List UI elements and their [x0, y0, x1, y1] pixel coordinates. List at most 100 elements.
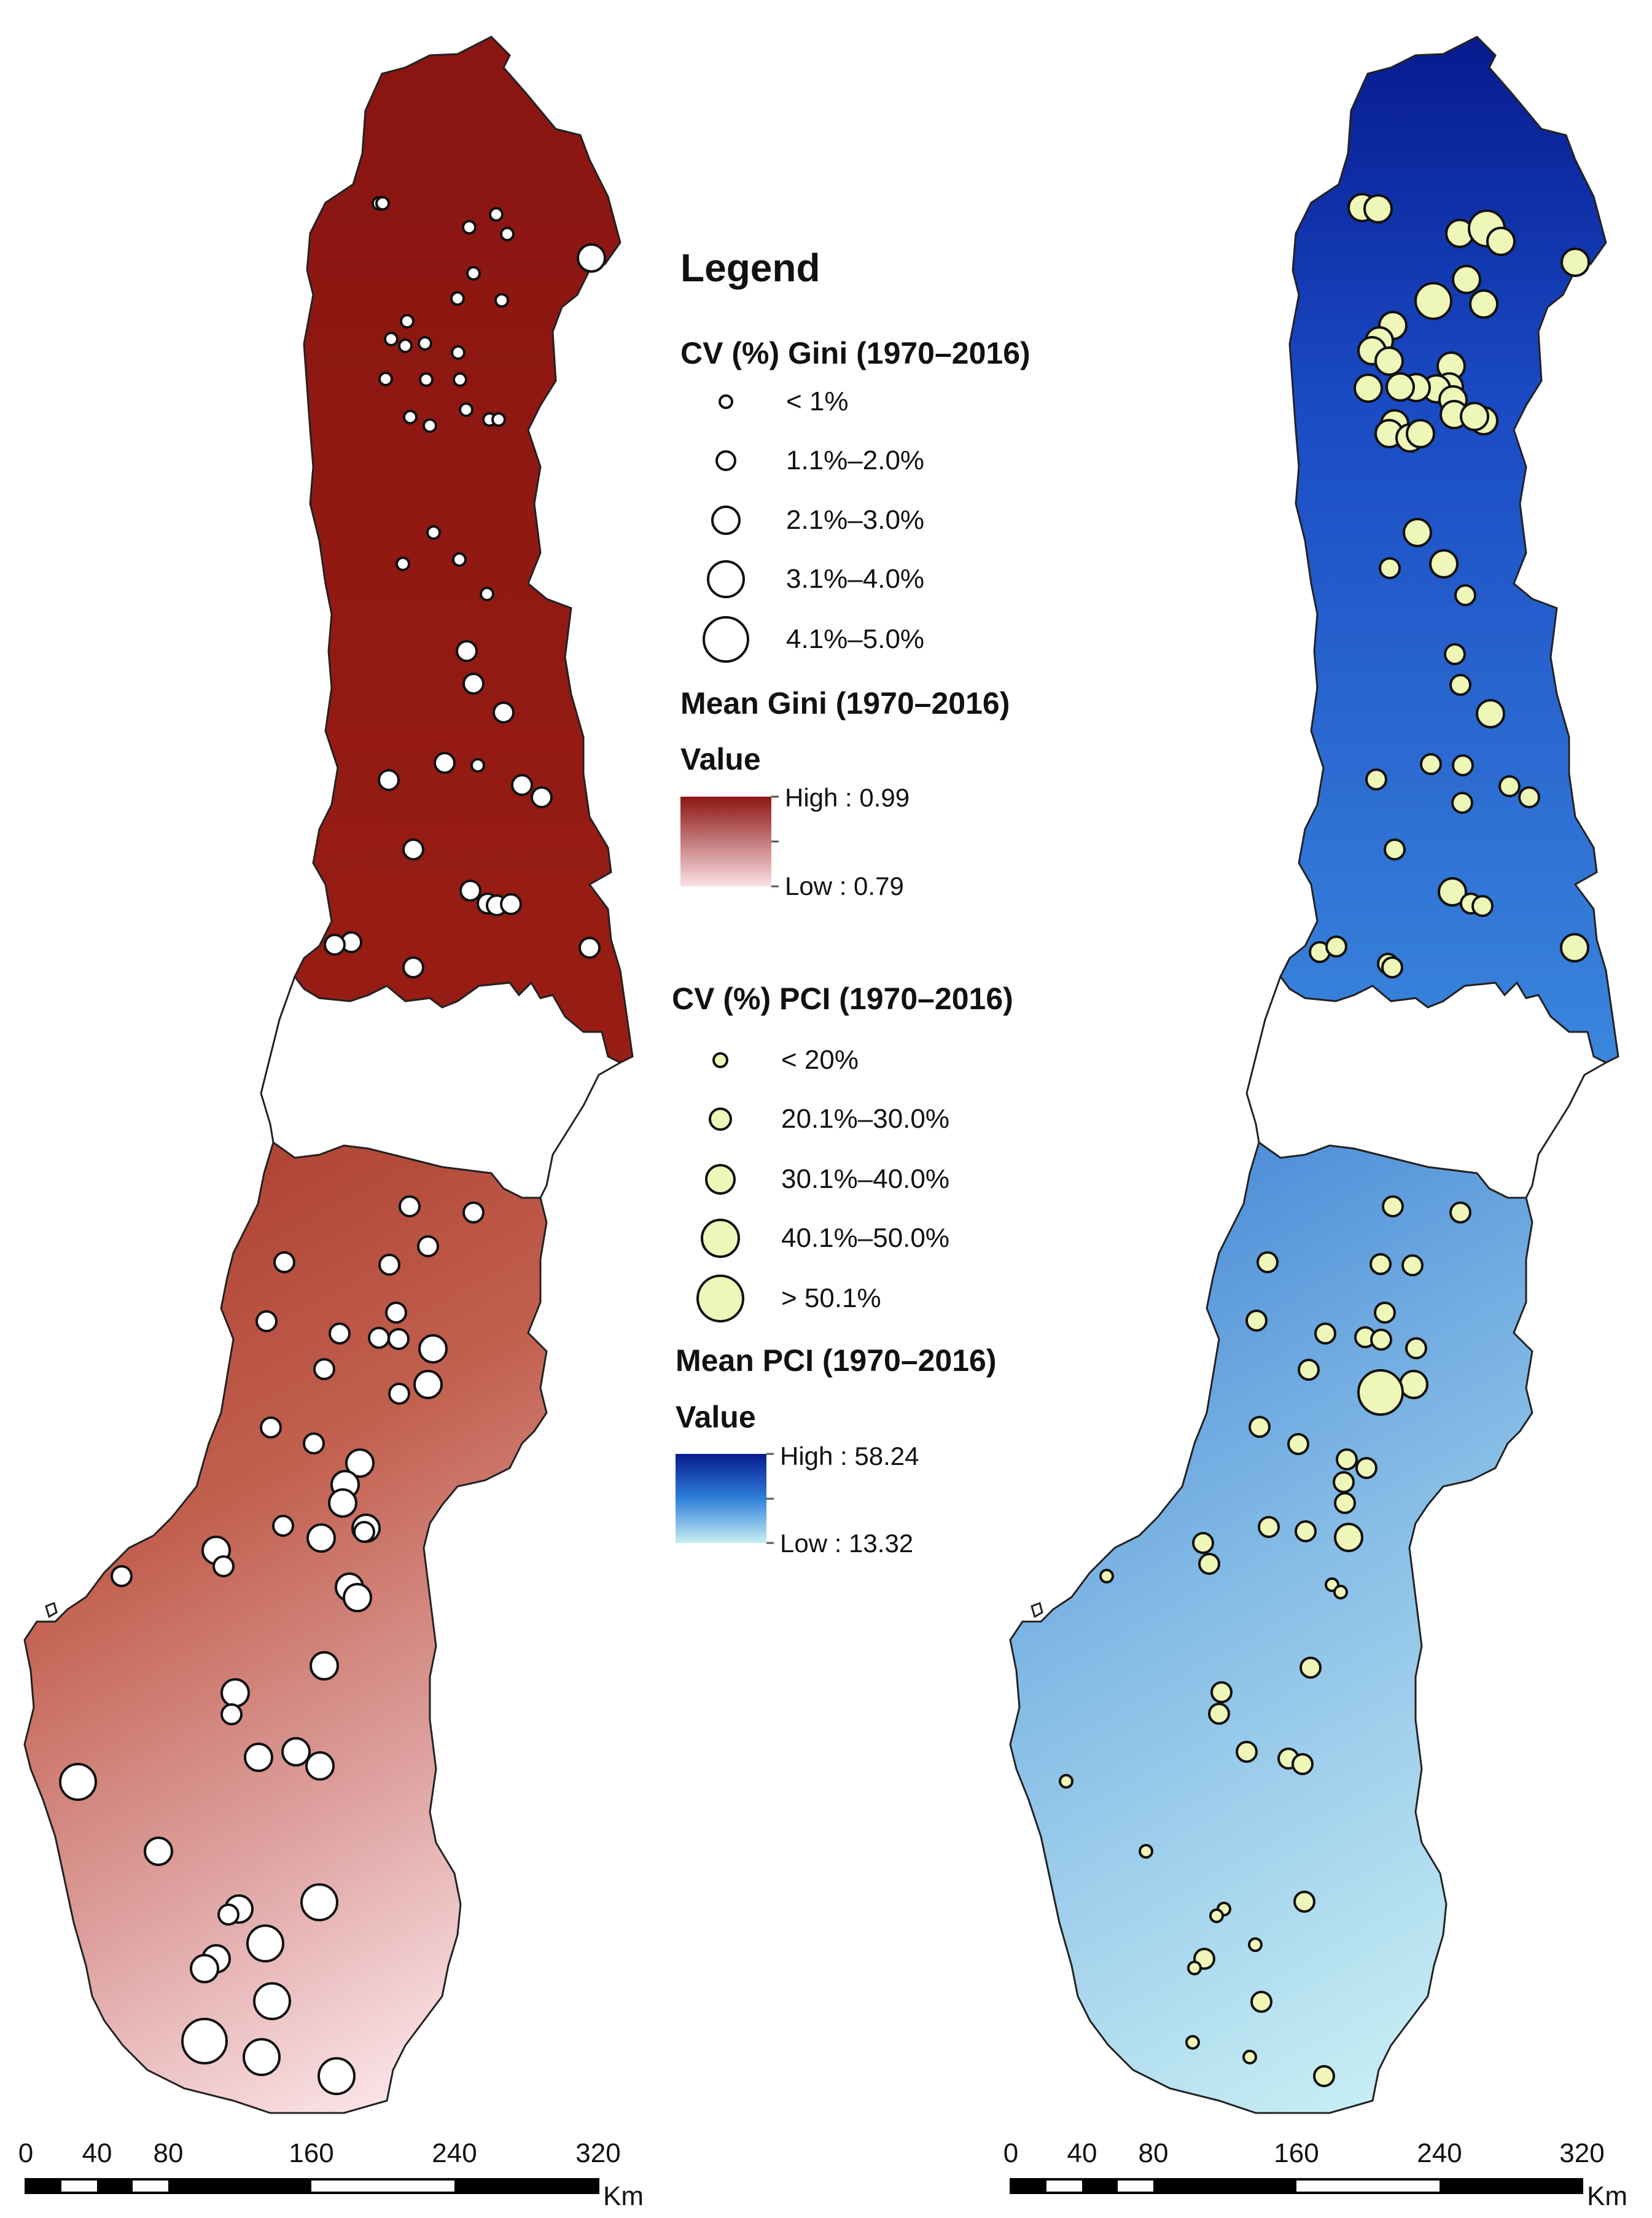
- pci-station-28: [1403, 518, 1432, 547]
- gini-station-48: [378, 1254, 400, 1276]
- gini-cv-symbol-2: [715, 450, 736, 471]
- gini-station-9: [494, 293, 509, 308]
- legend: Legend CV (%) Gini (1970–2016) < 1% 1.1%…: [672, 246, 1031, 1558]
- gini-station-87: [181, 2018, 228, 2064]
- gini-station-80: [300, 1883, 338, 1921]
- gini-station-14: [451, 345, 466, 360]
- scalebar-right-tick-320: 320: [1559, 2138, 1604, 2168]
- scalebar-left-seg-2: [97, 2179, 133, 2193]
- pci-station-32: [1444, 643, 1466, 665]
- gini-station-83: [246, 1924, 284, 1962]
- gini-mean-title: Mean Gini (1970–2016): [680, 686, 1010, 720]
- pci-station-88: [1209, 1908, 1224, 1923]
- gini-station-59: [303, 1432, 325, 1455]
- gini-station-11: [384, 332, 399, 346]
- legend-title: Legend: [680, 246, 820, 290]
- pci-station-71: [1334, 1523, 1363, 1552]
- pci-station-9: [1469, 289, 1498, 319]
- scalebar-right-seg-4: [1440, 2179, 1582, 2193]
- pci-station-52: [1257, 1251, 1279, 1273]
- gini-station-13: [418, 336, 432, 351]
- gini-island: [45, 1602, 58, 1619]
- gini-station-24: [395, 556, 410, 571]
- pci-cv-symbol-1: [712, 1052, 728, 1068]
- scalebar-left-tick-80: 80: [154, 2138, 184, 2168]
- gini-station-23: [426, 525, 441, 540]
- pci-station-49: [1560, 933, 1589, 963]
- scalebar-left-tick-40: 40: [82, 2138, 112, 2168]
- gini-station-43: [579, 937, 601, 959]
- pci-station-8: [1414, 282, 1452, 320]
- pci-station-37: [1452, 754, 1474, 776]
- pci-station-89: [1248, 1937, 1263, 1952]
- gini-station-18: [403, 410, 418, 424]
- gini-station-75: [281, 1737, 311, 1767]
- gini-station-41: [324, 934, 346, 956]
- scalebar-left-seg-1: [26, 2179, 61, 2193]
- pci-station-65: [1287, 1433, 1309, 1455]
- pci-station-77: [1333, 1585, 1348, 1599]
- scalebar-right: 0 40 80 160 240 320 Km: [1003, 2138, 1627, 2211]
- gini-station-58: [260, 1416, 282, 1439]
- pci-cv-classes: < 20% 20.1%–30.0% 30.1%–40.0% 40.1%–50.0…: [696, 1045, 949, 1322]
- pci-station-39: [1498, 775, 1521, 797]
- pci-station-56: [1374, 1302, 1396, 1324]
- pci-station-55: [1245, 1310, 1268, 1332]
- gini-station-74: [220, 1703, 243, 1725]
- pci-station-30: [1379, 557, 1401, 579]
- pci-station-7: [1452, 265, 1481, 294]
- pci-station-80: [1208, 1703, 1230, 1725]
- pci-station-47: [1325, 935, 1347, 958]
- pci-island: [1031, 1602, 1043, 1619]
- pci-station-33: [1449, 674, 1471, 696]
- pci-station-60: [1405, 1337, 1427, 1359]
- pci-station-44: [1471, 895, 1494, 917]
- scalebar-right-tick-0: 0: [1003, 2138, 1018, 2168]
- gini-station-22: [491, 412, 506, 427]
- pci-station-2: [1363, 194, 1393, 224]
- scalebar-right-seg-3: [1153, 2179, 1296, 2193]
- pci-station-70: [1295, 1520, 1317, 1542]
- pci-station-29: [1429, 549, 1459, 579]
- gini-station-30: [434, 752, 456, 774]
- pci-station-72: [1334, 1492, 1356, 1514]
- pci-station-95: [1313, 2065, 1335, 2087]
- pci-station-34: [1476, 699, 1505, 728]
- gini-station-46: [417, 1235, 439, 1257]
- pci-station-36: [1420, 753, 1442, 775]
- gini-station-78: [59, 1763, 97, 1801]
- gini-color-ramp: [680, 797, 771, 886]
- gini-station-42: [402, 956, 424, 978]
- gini-station-55: [313, 1358, 335, 1380]
- pci-stations: [1059, 193, 1590, 2087]
- gini-station-72: [310, 1651, 339, 1681]
- pci-station-6: [1560, 248, 1590, 277]
- pci-station-92: [1250, 1991, 1272, 2013]
- gini-station-8: [450, 291, 465, 306]
- gini-station-69: [111, 1565, 133, 1587]
- gini-station-31: [470, 758, 485, 773]
- gini-cv-label-4: 3.1%–4.0%: [786, 564, 924, 594]
- gini-station-88: [243, 2038, 281, 2076]
- gini-station-35: [402, 838, 424, 861]
- pci-station-73: [1192, 1532, 1214, 1554]
- gini-station-47: [273, 1251, 295, 1273]
- pci-station-82: [1236, 1741, 1258, 1763]
- pci-station-64: [1249, 1416, 1271, 1438]
- scalebar-right-unit: Km: [1587, 2181, 1627, 2211]
- gini-station-10: [400, 314, 415, 329]
- scalebar-right-tick-80: 80: [1139, 2138, 1169, 2168]
- gini-station-54: [418, 1334, 448, 1364]
- pci-station-31: [1454, 584, 1476, 606]
- scalebar-left-tick-0: 0: [18, 2138, 33, 2168]
- gini-ramp-high-label: High : 0.99: [785, 783, 910, 812]
- pci-cv-label-4: 40.1%–50.0%: [781, 1223, 949, 1253]
- scalebar-right-seg-1: [1011, 2179, 1046, 2193]
- gini-cv-label-2: 1.1%–2.0%: [786, 445, 924, 475]
- pci-station-54: [1401, 1254, 1424, 1276]
- gini-station-62: [328, 1488, 357, 1518]
- scalebar-left-seg-3: [168, 2179, 311, 2193]
- scalebar-right-tick-240: 240: [1417, 2138, 1462, 2168]
- gini-station-45: [462, 1201, 485, 1224]
- gini-station-68: [212, 1555, 235, 1577]
